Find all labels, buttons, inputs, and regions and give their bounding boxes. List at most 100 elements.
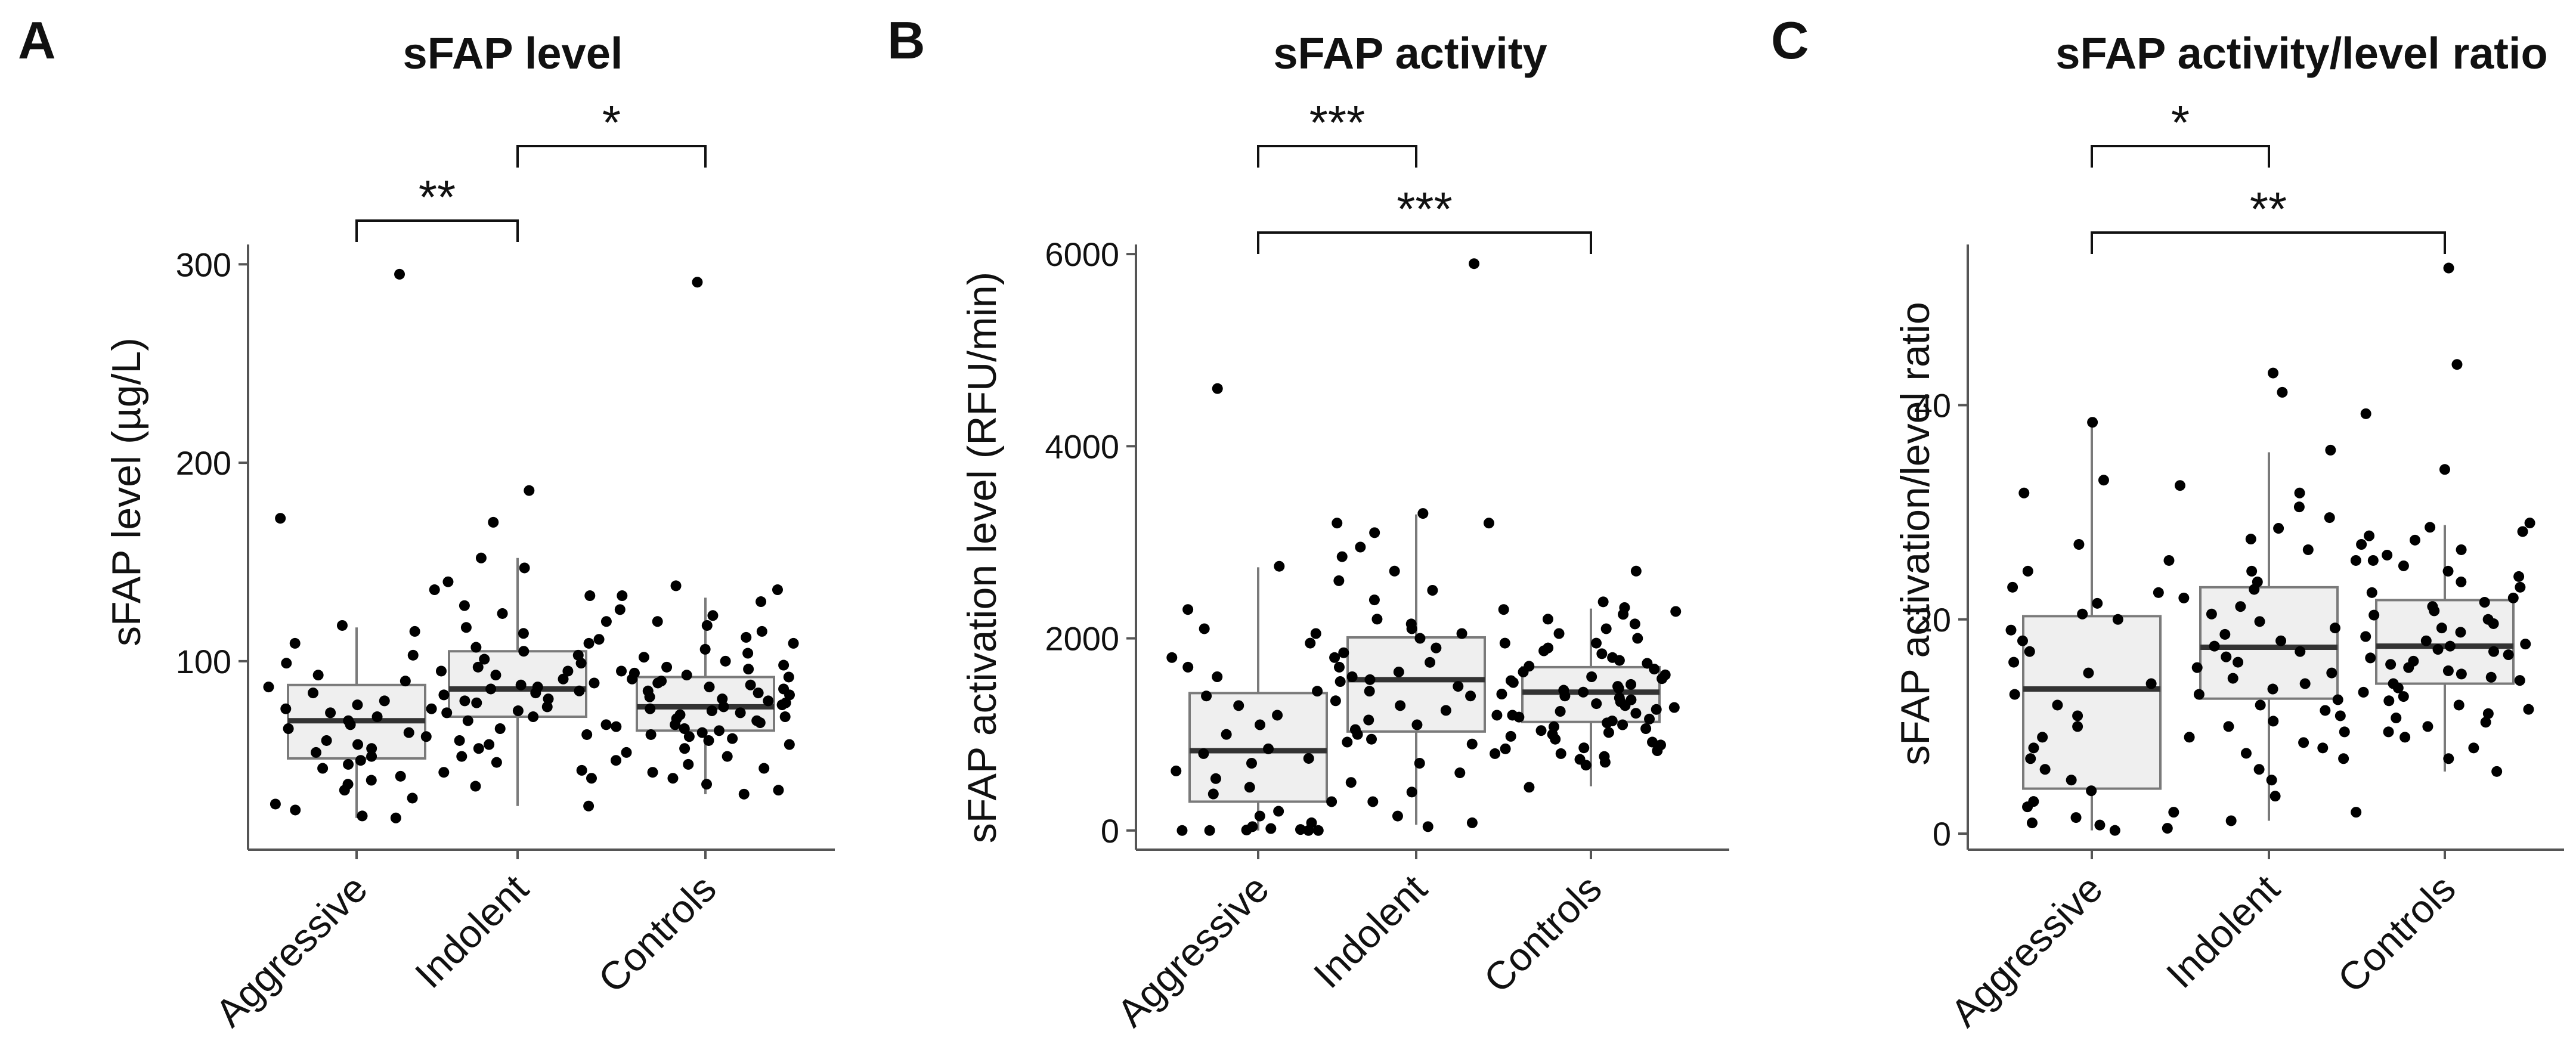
data-point <box>2392 682 2404 693</box>
data-point <box>2485 671 2497 683</box>
data-point <box>2273 523 2284 534</box>
data-point <box>311 747 322 758</box>
data-point <box>1454 767 1466 779</box>
data-point <box>1366 733 1377 745</box>
data-point <box>611 755 622 766</box>
data-point <box>2007 581 2018 593</box>
data-point <box>621 747 632 758</box>
data-point <box>1199 623 1210 634</box>
data-point <box>738 788 750 800</box>
data-point <box>2488 646 2500 657</box>
data-point <box>518 646 530 657</box>
data-point <box>2184 732 2195 743</box>
data-point <box>1550 733 1561 745</box>
data-point <box>2507 592 2519 603</box>
data-point <box>1629 618 1640 630</box>
data-point <box>2249 584 2260 595</box>
data-point <box>1491 710 1503 721</box>
data-point <box>283 723 294 734</box>
data-point <box>679 723 690 734</box>
y-tick-label: 6000 <box>1045 236 1119 273</box>
data-point <box>679 743 691 754</box>
data-point <box>741 631 752 643</box>
data-point <box>645 703 656 714</box>
significance-bracket <box>1257 231 1592 254</box>
data-point <box>586 773 597 784</box>
data-point <box>1649 664 1660 675</box>
data-point <box>2162 823 2173 834</box>
data-point <box>1596 648 1608 659</box>
data-point <box>390 812 401 823</box>
data-point <box>497 608 508 619</box>
data-point <box>2037 732 2048 743</box>
data-point <box>2270 791 2281 802</box>
data-point <box>2223 721 2234 732</box>
data-point <box>670 719 681 730</box>
data-point <box>1559 690 1571 702</box>
data-point <box>600 719 612 730</box>
y-axis-label: sFAP level (µg/L) <box>104 337 149 646</box>
data-point <box>1393 666 1404 677</box>
category-label: Aggressive <box>1109 866 1277 1035</box>
data-point <box>2432 644 2444 655</box>
data-point <box>1553 628 1565 639</box>
data-point <box>1535 725 1547 736</box>
data-point <box>2072 710 2083 721</box>
data-point <box>442 576 454 587</box>
data-point <box>2052 699 2063 711</box>
data-point <box>2209 640 2220 652</box>
data-point <box>1182 604 1194 615</box>
data-point <box>717 693 728 705</box>
data-point <box>706 705 717 717</box>
data-point <box>403 727 414 738</box>
y-tick-label: 20 <box>1914 601 1951 639</box>
data-point <box>2456 544 2467 555</box>
significance-label: ** <box>419 171 456 224</box>
data-point <box>1602 717 1613 729</box>
data-point <box>1490 748 1501 759</box>
data-point <box>2367 555 2379 566</box>
data-point <box>756 596 767 608</box>
data-point <box>2178 592 2190 603</box>
data-point <box>366 775 377 786</box>
data-point <box>699 643 711 655</box>
data-point <box>2517 526 2528 537</box>
data-point <box>472 661 484 673</box>
data-point <box>1329 652 1340 663</box>
data-point <box>524 485 535 496</box>
data-point <box>1333 575 1345 586</box>
panel-title: sFAP activity <box>1273 29 1547 78</box>
data-point <box>2087 417 2098 428</box>
data-point <box>745 679 756 690</box>
data-point <box>2520 639 2531 650</box>
data-point <box>701 620 713 631</box>
data-point <box>1272 710 1283 721</box>
significance-bracket <box>355 219 519 242</box>
data-point <box>407 649 419 661</box>
data-point <box>2443 262 2454 274</box>
significance-label: * <box>602 96 621 149</box>
data-point <box>2163 555 2175 566</box>
y-axis-label: sFAP activation/level ratio <box>1893 302 1938 765</box>
data-point <box>2024 646 2035 657</box>
data-point <box>2168 807 2179 818</box>
data-point <box>2266 775 2277 786</box>
category-label: Aggressive <box>207 866 376 1035</box>
data-point <box>420 731 432 742</box>
data-point <box>1265 823 1277 834</box>
data-point <box>778 659 789 671</box>
data-point <box>1483 518 1494 529</box>
data-point <box>1201 690 1212 702</box>
data-point <box>2403 662 2414 673</box>
significance-label: * <box>2171 96 2190 149</box>
data-point <box>638 652 649 663</box>
data-point <box>2360 631 2371 642</box>
data-point <box>2219 628 2231 640</box>
data-point <box>2277 386 2288 398</box>
box-aggressive <box>1188 692 1328 803</box>
data-point <box>645 729 657 740</box>
data-point <box>2358 686 2369 698</box>
data-point <box>1542 614 1553 625</box>
data-point <box>788 637 799 649</box>
